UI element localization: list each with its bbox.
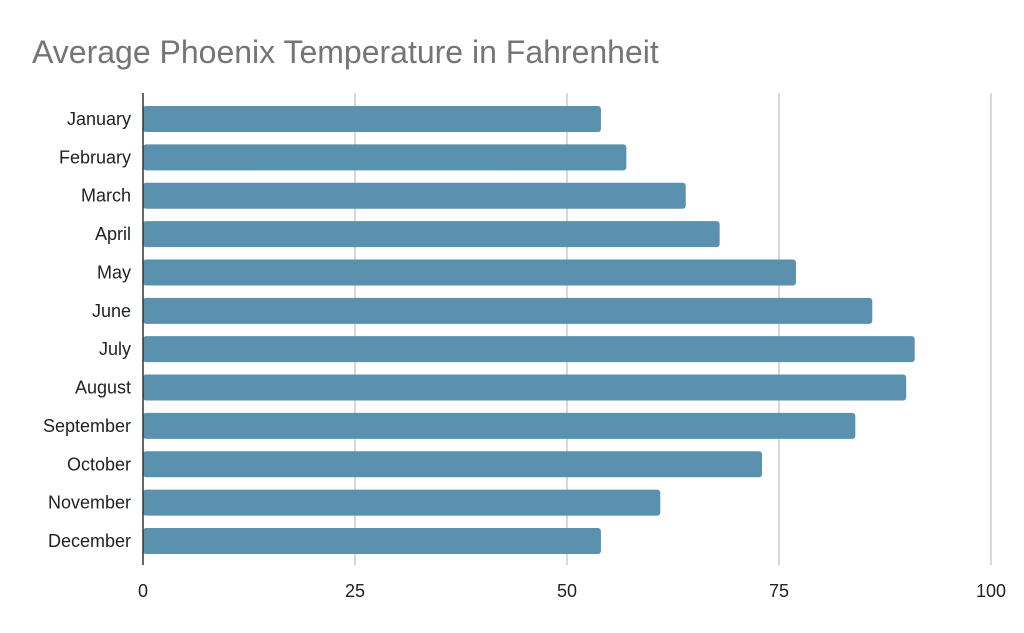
- bar-february: [143, 144, 627, 171]
- category-labels: January February March April May June July Augu…: [43, 109, 131, 551]
- category-label: July: [99, 339, 131, 359]
- category-label: April: [95, 224, 131, 244]
- x-tick-label: 100: [976, 581, 1006, 601]
- bar-december: [143, 528, 601, 554]
- bar-april: [143, 221, 720, 248]
- bar-october: [143, 451, 763, 478]
- x-tick-label: 25: [345, 581, 365, 601]
- bar-june: [143, 297, 873, 324]
- x-tick-label: 75: [769, 581, 789, 601]
- category-label: January: [67, 109, 131, 129]
- category-label: November: [48, 493, 131, 513]
- category-label: March: [81, 186, 131, 206]
- bar-march: [143, 182, 686, 209]
- bar-november: [143, 489, 661, 516]
- x-tick-label: 0: [138, 581, 148, 601]
- x-tick-label: 50: [557, 581, 577, 601]
- bars: [143, 106, 915, 554]
- x-tick-labels: 0 25 50 75 100: [138, 581, 1006, 601]
- category-label: August: [75, 378, 131, 398]
- category-label: June: [92, 301, 131, 321]
- bar-august: [143, 374, 907, 401]
- chart-title: Average Phoenix Temperature in Fahrenhei…: [32, 34, 659, 70]
- bar-july: [143, 336, 915, 363]
- category-label: May: [97, 262, 131, 282]
- bar-september: [143, 412, 856, 439]
- category-label: February: [59, 147, 131, 167]
- category-label: October: [67, 454, 131, 474]
- gridlines: [354, 93, 992, 565]
- bar-may: [143, 259, 796, 286]
- bar-january: [143, 106, 601, 132]
- category-label: December: [48, 531, 131, 551]
- category-label: September: [43, 416, 131, 436]
